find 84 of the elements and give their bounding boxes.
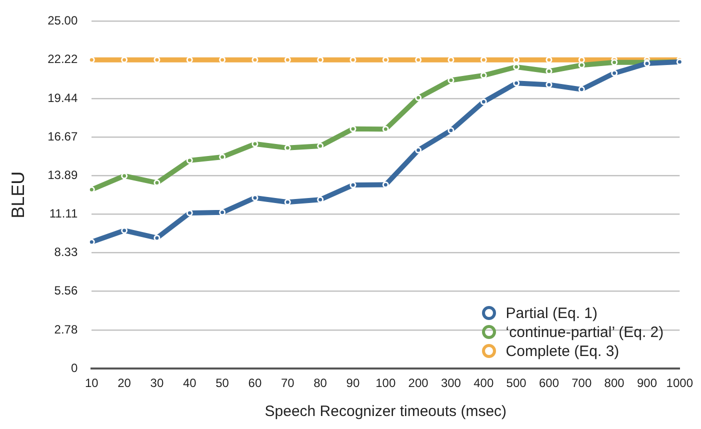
legend-label: Partial (Eq. 1) [506,304,598,323]
x-tick-label: 30 [150,376,164,390]
x-tick-label: 40 [182,376,197,390]
point [88,238,95,246]
point [252,56,258,64]
x-tick-label: 70 [280,376,295,390]
point [219,154,226,160]
y-tick-label: 13.89 [48,168,78,182]
y-tick-label: 22.22 [48,52,78,66]
point [154,180,160,186]
point [513,64,520,70]
point [317,196,324,203]
y-tick-label: 19.44 [48,90,78,105]
x-tick-label: 80 [314,376,328,390]
point [382,126,389,132]
point [219,56,226,64]
point [154,234,160,242]
y-tick-label: 16.67 [48,129,78,144]
point [382,56,389,64]
point [546,56,552,64]
y-tick-label: 8.33 [54,245,78,260]
point [578,86,585,93]
point [480,98,487,106]
x-tick-label: 10 [84,376,99,390]
point [186,210,193,216]
point [448,77,454,84]
point [317,142,324,150]
point [121,172,128,180]
point [121,56,128,64]
y-axis-title: BLEU [8,171,28,218]
x-tick-label: 200 [408,376,429,390]
point [480,56,487,64]
point [415,56,422,64]
point [350,56,356,64]
x-tick-label: 20 [118,376,132,390]
y-tick-label: 2.78 [54,322,78,336]
y-tick-label: 11.11 [49,206,78,221]
point [415,94,422,102]
point [415,146,422,154]
point [88,186,95,193]
y-tick-label: 25.00 [48,14,78,28]
point [546,68,552,74]
x-tick-label: 500 [506,376,527,390]
point [154,56,160,64]
x-tick-label: 50 [216,376,230,390]
point [350,182,356,188]
point [578,62,585,68]
point [88,56,95,64]
point [350,126,356,132]
point [448,127,454,134]
point [513,56,520,64]
point [252,140,258,148]
point [578,56,585,64]
point [186,56,193,64]
point [546,81,552,88]
point [186,157,193,164]
point [317,56,324,64]
x-tick-label: 700 [572,376,592,390]
point [382,182,389,188]
point [284,198,291,206]
x-tick-label: 800 [604,376,625,390]
point [448,56,454,64]
legend-label: ‘continue-partial’ (Eq. 2) [506,322,664,342]
point [284,56,291,64]
point [284,144,291,152]
x-tick-label: 300 [440,376,462,390]
x-tick-label: 900 [636,376,658,390]
x-axis-title: Speech Recognizer timeouts (msec) [264,403,507,420]
point [480,72,487,79]
x-tick-label: 60 [248,376,262,390]
point [252,194,258,202]
point [513,80,520,86]
x-tick-label: 90 [346,376,360,390]
x-tick-label: 600 [538,376,560,390]
point [121,227,128,234]
x-tick-label: 400 [474,376,494,390]
point [611,59,618,66]
legend-label: Complete (Eq. 3) [506,342,620,361]
point [611,70,618,76]
y-tick-label: 0 [70,360,78,375]
x-tick-label: 100 [376,376,396,390]
x-tick-label: 1000 [666,376,694,390]
point [219,209,226,216]
y-tick-label: 5.56 [54,284,78,298]
